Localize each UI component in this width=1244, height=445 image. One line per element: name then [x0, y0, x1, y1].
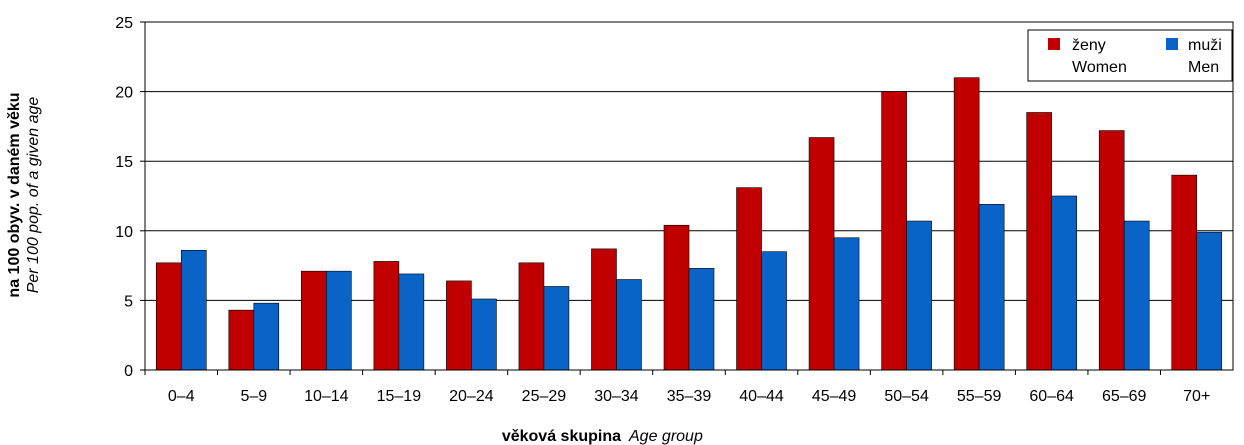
x-tick-label: 0–4	[168, 388, 195, 405]
bar-men	[253, 302, 280, 371]
bar-men	[761, 251, 787, 371]
y-axis-title: na 100 obyv. v daném věku	[6, 92, 23, 297]
bar-women	[373, 261, 400, 371]
x-tick-label: 30–34	[594, 388, 639, 405]
legend-label-men-en: Men	[1188, 59, 1219, 76]
x-axis-ticks: 0–4 5–9 10–14 15–19 20–24 25–29 30–34 35–39 40–4…	[144, 370, 1210, 405]
bar-men	[1051, 195, 1077, 371]
legend-label-women: ženy	[1072, 37, 1106, 54]
x-tick-label: 55–59	[957, 388, 1002, 405]
bar-men	[543, 286, 570, 371]
bar-men	[978, 204, 1005, 371]
y-axis-ticks: 0 5 10 15 20 25	[115, 15, 145, 380]
bar-women	[1171, 174, 1198, 371]
bar-women	[446, 280, 472, 371]
bar-men	[326, 270, 352, 371]
y-tick-label: 0	[124, 363, 133, 380]
bar-men	[1196, 231, 1223, 371]
bar-women	[953, 77, 980, 371]
x-axis-title-en: Age group	[628, 428, 703, 445]
bar-women	[1026, 112, 1052, 371]
x-tick-label: 60–64	[1029, 388, 1074, 405]
x-tick-label: 20–24	[449, 388, 494, 405]
y-tick-label: 25	[115, 15, 133, 32]
bar-women	[736, 187, 762, 371]
y-tick-label: 20	[115, 85, 133, 102]
legend: ženy Women muži Men	[1027, 29, 1233, 82]
x-tick-label: 10–14	[304, 388, 349, 405]
legend-frame	[1027, 29, 1233, 82]
x-tick-label: 40–44	[739, 388, 784, 405]
bars	[155, 77, 1223, 371]
x-tick-label: 5–9	[240, 388, 267, 405]
bar-men	[833, 237, 860, 371]
x-axis-title: věková skupina	[502, 428, 621, 445]
bar-women	[1098, 130, 1125, 371]
x-tick-label: 65–69	[1102, 388, 1147, 405]
y-tick-label: 15	[115, 154, 133, 171]
x-tick-label: 15–19	[377, 388, 422, 405]
bar-women	[301, 270, 327, 371]
x-tick-label: 50–54	[884, 388, 929, 405]
y-tick-label: 10	[115, 224, 133, 241]
bar-men	[1123, 220, 1150, 371]
bar-women	[228, 309, 255, 371]
bar-women	[155, 262, 182, 371]
x-tick-label: 45–49	[812, 388, 857, 405]
bar-women	[808, 137, 835, 371]
bar-men	[471, 298, 497, 371]
bar-women	[663, 224, 690, 371]
x-tick-label: 25–29	[522, 388, 567, 405]
x-tick-label: 35–39	[667, 388, 712, 405]
plot-area-frame	[144, 21, 1234, 371]
legend-swatch-women	[1048, 38, 1060, 50]
bar-men	[180, 249, 207, 371]
legend-swatch-men	[1166, 38, 1178, 50]
y-axis-title-en: Per 100 pop. of a given age	[25, 97, 42, 294]
bar-men	[398, 273, 425, 371]
legend-label-men: muži	[1188, 37, 1222, 54]
y-tick-label: 5	[124, 293, 133, 310]
bar-women	[881, 91, 907, 371]
bar-men	[688, 268, 715, 371]
bar-men	[906, 220, 932, 371]
bar-men	[616, 279, 642, 371]
bar-women	[518, 262, 545, 371]
legend-label-women-en: Women	[1072, 59, 1127, 76]
bar-women	[591, 248, 617, 371]
x-tick-label: 70+	[1183, 388, 1210, 405]
